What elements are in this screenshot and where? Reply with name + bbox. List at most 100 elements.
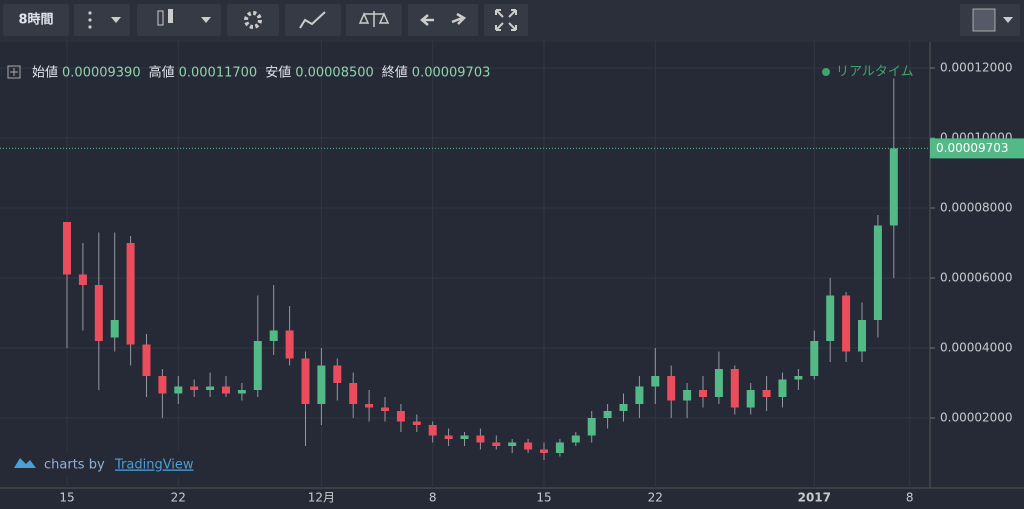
legend-value: 0.00009703 bbox=[412, 66, 491, 81]
candle-body bbox=[810, 341, 819, 376]
legend-label: 始値 bbox=[32, 65, 58, 81]
x-tick-label: 22 bbox=[648, 491, 663, 505]
candle-body bbox=[762, 390, 771, 397]
candle-body bbox=[714, 369, 723, 397]
candle-body bbox=[63, 222, 71, 275]
status-dot bbox=[822, 68, 830, 76]
candle-body bbox=[206, 386, 215, 390]
candle-body bbox=[524, 442, 533, 450]
y-tick-label: 0.00012000 bbox=[940, 61, 1013, 75]
candle-body bbox=[237, 390, 246, 394]
candle-body bbox=[253, 341, 262, 390]
candle-body bbox=[285, 330, 294, 359]
candle-body bbox=[555, 442, 564, 453]
legend-label: 終値 bbox=[382, 65, 408, 81]
candle-body bbox=[683, 390, 692, 401]
x-tick-label: 8 bbox=[429, 491, 437, 505]
icon bbox=[299, 11, 326, 29]
candle-body bbox=[78, 274, 87, 285]
legend-label: 安値 bbox=[265, 65, 291, 81]
legend-value: 0.00011700 bbox=[179, 66, 258, 81]
plot bbox=[0, 40, 935, 488]
legend-value: 0.00008500 bbox=[295, 66, 374, 81]
candle-body bbox=[190, 386, 199, 390]
candle-body bbox=[428, 425, 437, 436]
candle-body bbox=[571, 435, 580, 443]
icon bbox=[420, 14, 434, 26]
candle-body bbox=[587, 418, 596, 436]
candle-body bbox=[508, 442, 517, 446]
x-tick-label: 15 bbox=[59, 491, 74, 505]
candle-body bbox=[730, 369, 739, 408]
candle-body bbox=[826, 295, 835, 341]
candle-body bbox=[619, 404, 628, 411]
candle-body bbox=[492, 442, 501, 446]
watermark-prefix: charts by bbox=[44, 458, 105, 473]
interval-label: 8時間 bbox=[18, 12, 53, 28]
x-tick-label: 15 bbox=[536, 491, 551, 505]
candle-body bbox=[476, 435, 485, 443]
y-tick-label: 0.00004000 bbox=[940, 341, 1013, 355]
interval-menu[interactable] bbox=[74, 4, 130, 36]
candle-body bbox=[651, 376, 660, 387]
ohlc-legend: 始値 0.00009390 高値 0.00011700 安値 0.00008500 終値 0.… bbox=[32, 65, 490, 81]
candle-body bbox=[603, 411, 612, 418]
candle-body bbox=[126, 243, 135, 345]
candle-body bbox=[540, 449, 548, 453]
last-price-label: 0.00009703 bbox=[936, 141, 1009, 155]
candle-body bbox=[667, 376, 676, 401]
candle-body bbox=[174, 386, 183, 394]
candle-body bbox=[301, 358, 310, 404]
icon bbox=[14, 458, 36, 468]
candle-body bbox=[142, 344, 151, 376]
candle-body bbox=[699, 390, 707, 397]
y-tick-label: 0.00006000 bbox=[940, 271, 1013, 285]
undo-redo[interactable] bbox=[408, 4, 478, 36]
icon bbox=[1003, 17, 1013, 23]
fullscreen-button[interactable] bbox=[484, 4, 528, 36]
last-price-tag bbox=[930, 138, 1024, 159]
candle-body bbox=[842, 295, 851, 352]
icon bbox=[244, 11, 262, 29]
icon bbox=[201, 17, 211, 23]
candle-body bbox=[396, 411, 405, 422]
settings-button[interactable] bbox=[227, 4, 279, 36]
icon bbox=[495, 9, 517, 31]
x-tick-label: 22 bbox=[171, 491, 186, 505]
icon bbox=[157, 10, 164, 26]
candle-body bbox=[317, 365, 326, 404]
candle-body bbox=[444, 435, 453, 439]
candle-body bbox=[858, 320, 866, 352]
candle-body bbox=[94, 285, 103, 341]
candle-body bbox=[412, 421, 421, 425]
x-tick-label: 2017 bbox=[798, 491, 831, 505]
x-tick-label: 12月 bbox=[308, 491, 335, 505]
icon bbox=[451, 12, 467, 25]
candle-body bbox=[222, 386, 230, 394]
interval-button[interactable] bbox=[3, 4, 69, 36]
y-tick-label: 0.00008000 bbox=[940, 201, 1013, 215]
candle-body bbox=[269, 330, 278, 341]
icon bbox=[10, 68, 18, 76]
candle-body bbox=[365, 404, 374, 408]
candle-body bbox=[460, 435, 469, 439]
icon bbox=[111, 17, 121, 23]
candle-body bbox=[110, 320, 119, 338]
candle-body bbox=[794, 376, 803, 380]
icon bbox=[88, 18, 92, 22]
legend-label: 高値 bbox=[149, 65, 175, 81]
watermark-brand[interactable]: TradingView bbox=[114, 458, 194, 473]
candle-body bbox=[349, 383, 358, 404]
indicators-button[interactable] bbox=[285, 4, 341, 36]
candle-body bbox=[778, 379, 787, 397]
icon bbox=[88, 11, 92, 15]
legend-toggle[interactable] bbox=[7, 65, 21, 79]
candle-body bbox=[333, 365, 342, 383]
x-tick-label: 8 bbox=[906, 491, 914, 505]
icon bbox=[88, 25, 92, 29]
candle-body bbox=[635, 386, 644, 404]
icon bbox=[358, 11, 390, 27]
